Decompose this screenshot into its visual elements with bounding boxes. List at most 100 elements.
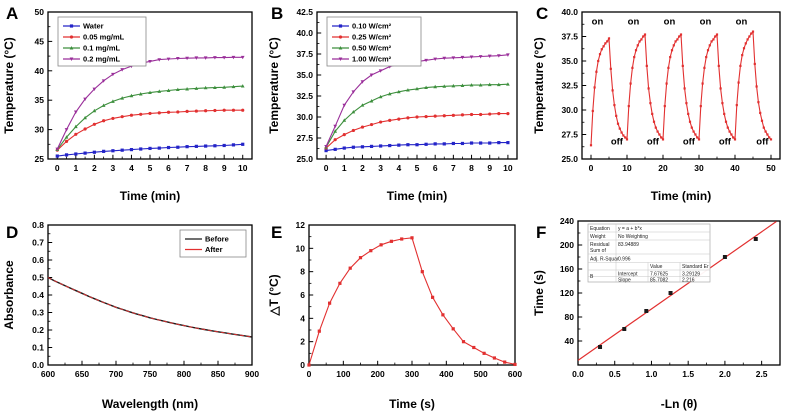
panel-b-letter: B [271,4,284,23]
svg-text:35.0: 35.0 [561,56,578,66]
svg-text:0.2: 0.2 [32,325,44,335]
svg-text:120: 120 [560,288,574,298]
svg-text:6: 6 [166,163,171,173]
svg-text:Sum of: Sum of [590,248,606,254]
svg-text:0.0: 0.0 [32,360,44,370]
svg-text:Standard Er: Standard Er [682,264,709,270]
svg-text:0.05 mg/mL: 0.05 mg/mL [83,33,125,42]
svg-text:9: 9 [487,163,492,173]
svg-text:1.5: 1.5 [682,369,694,379]
svg-text:No Weighting: No Weighting [618,234,648,240]
svg-text:80: 80 [565,312,575,322]
svg-text:Adj. R-Squar: Adj. R-Squar [590,257,619,263]
svg-text:-Ln (θ): -Ln (θ) [661,397,697,411]
svg-text:Value: Value [650,264,663,270]
svg-text:85.7082: 85.7082 [650,278,668,284]
svg-text:160: 160 [560,264,574,274]
svg-text:1: 1 [73,163,78,173]
svg-text:on: on [664,17,676,28]
svg-text:2.216: 2.216 [682,278,695,284]
svg-text:0: 0 [324,163,329,173]
svg-text:Weight: Weight [590,234,606,240]
svg-text:30.0: 30.0 [561,105,578,115]
panel-e: E 0 100 200 300 400 500 600 0 2 4 6 8 10 12 Time (s) △T… [265,207,529,415]
panel-a: A 0 1 2 3 4 5 6 7 8 9 10 25 30 35 40 45 50 Time (min) Temp… [0,0,264,207]
svg-text:1: 1 [342,163,347,173]
panel-d-letter: D [6,223,19,242]
svg-text:0: 0 [307,369,312,379]
svg-text:Residual: Residual [590,242,609,248]
svg-text:Equation: Equation [590,226,610,232]
svg-text:off: off [683,136,696,147]
svg-text:25.0: 25.0 [296,154,313,164]
svg-text:20: 20 [658,163,668,173]
chart-f-linear-fit: 0.0 0.5 1.0 1.5 2.0 2.5 40 80 120 160 200 240 -Ln (θ… [532,216,781,411]
svg-text:40: 40 [35,66,45,76]
svg-text:0.6: 0.6 [32,255,44,265]
chart-e-delta-t-vs-time: 0 100 200 300 400 500 600 0 2 4 6 8 10 12 Time (s) △T (… [267,220,522,411]
svg-text:83.94889: 83.94889 [618,242,639,248]
svg-text:off: off [611,136,624,147]
svg-text:After: After [205,245,223,254]
svg-text:25: 25 [35,154,45,164]
svg-text:32.5: 32.5 [296,91,313,101]
svg-text:3.29129: 3.29129 [682,272,700,278]
svg-text:650: 650 [75,369,89,379]
svg-text:4: 4 [300,313,305,323]
svg-text:200: 200 [560,240,574,250]
svg-text:Slope: Slope [618,278,631,284]
svg-text:850: 850 [211,369,225,379]
svg-text:Wavelength (nm): Wavelength (nm) [102,397,198,411]
svg-text:Temperature (°C): Temperature (°C) [2,37,16,134]
svg-text:9: 9 [222,163,227,173]
svg-text:200: 200 [371,369,385,379]
chart-d-absorbance-spectrum: 600 650 700 750 800 850 900 0.0 0.1 0.2 0.3 0.4 0.5 0… [2,220,259,411]
svg-text:25.0: 25.0 [561,154,578,164]
svg-text:Before: Before [205,235,229,244]
svg-text:40.0: 40.0 [561,7,578,17]
svg-text:0.0: 0.0 [572,369,584,379]
svg-text:0.8: 0.8 [32,220,44,230]
svg-text:0.1: 0.1 [32,343,44,353]
svg-text:40: 40 [730,163,740,173]
svg-text:5: 5 [415,163,420,173]
svg-text:0.2 mg/mL: 0.2 mg/mL [83,55,121,64]
svg-text:Intercept: Intercept [618,272,638,278]
svg-text:1.0: 1.0 [646,369,658,379]
svg-text:0.7: 0.7 [32,238,44,248]
svg-text:50: 50 [35,7,45,17]
panel-a-letter: A [6,4,19,23]
svg-text:0.25 W/cm²: 0.25 W/cm² [352,33,392,42]
svg-text:0.1 mg/mL: 0.1 mg/mL [83,44,121,53]
svg-text:37.5: 37.5 [296,49,313,59]
svg-text:0.996: 0.996 [618,257,631,263]
svg-text:0.3: 0.3 [32,308,44,318]
svg-text:800: 800 [177,369,191,379]
svg-text:Time (min): Time (min) [387,189,447,203]
svg-text:10: 10 [238,163,248,173]
svg-text:8: 8 [300,267,305,277]
svg-text:400: 400 [439,369,453,379]
svg-text:Time (min): Time (min) [651,189,711,203]
svg-text:40.0: 40.0 [296,28,313,38]
svg-text:32.5: 32.5 [561,81,578,91]
svg-text:B: B [590,274,594,280]
svg-text:on: on [628,17,640,28]
panel-c: C 0 10 20 30 40 50 25.0 27.5 30.0 32.5 35.0 37.5 40.… [530,0,794,207]
svg-text:4: 4 [129,163,134,173]
svg-text:1.00 W/cm²: 1.00 W/cm² [352,55,392,64]
svg-text:Temperature (°C): Temperature (°C) [267,37,281,134]
svg-text:Absorbance: Absorbance [2,260,16,330]
svg-text:40: 40 [565,336,575,346]
chart-b-temperature-vs-time-power: 0 1 2 3 4 5 6 7 8 9 10 25.0 27.5 30.0 32.5 35.0 37.5 40.0… [267,7,518,203]
svg-text:27.5: 27.5 [561,130,578,140]
svg-text:on: on [700,17,712,28]
svg-text:240: 240 [560,216,574,226]
svg-text:2: 2 [360,163,365,173]
svg-text:10: 10 [503,163,513,173]
svg-text:37.5: 37.5 [561,32,578,42]
svg-text:off: off [756,136,769,147]
svg-text:0: 0 [55,163,60,173]
svg-text:10: 10 [296,243,306,253]
